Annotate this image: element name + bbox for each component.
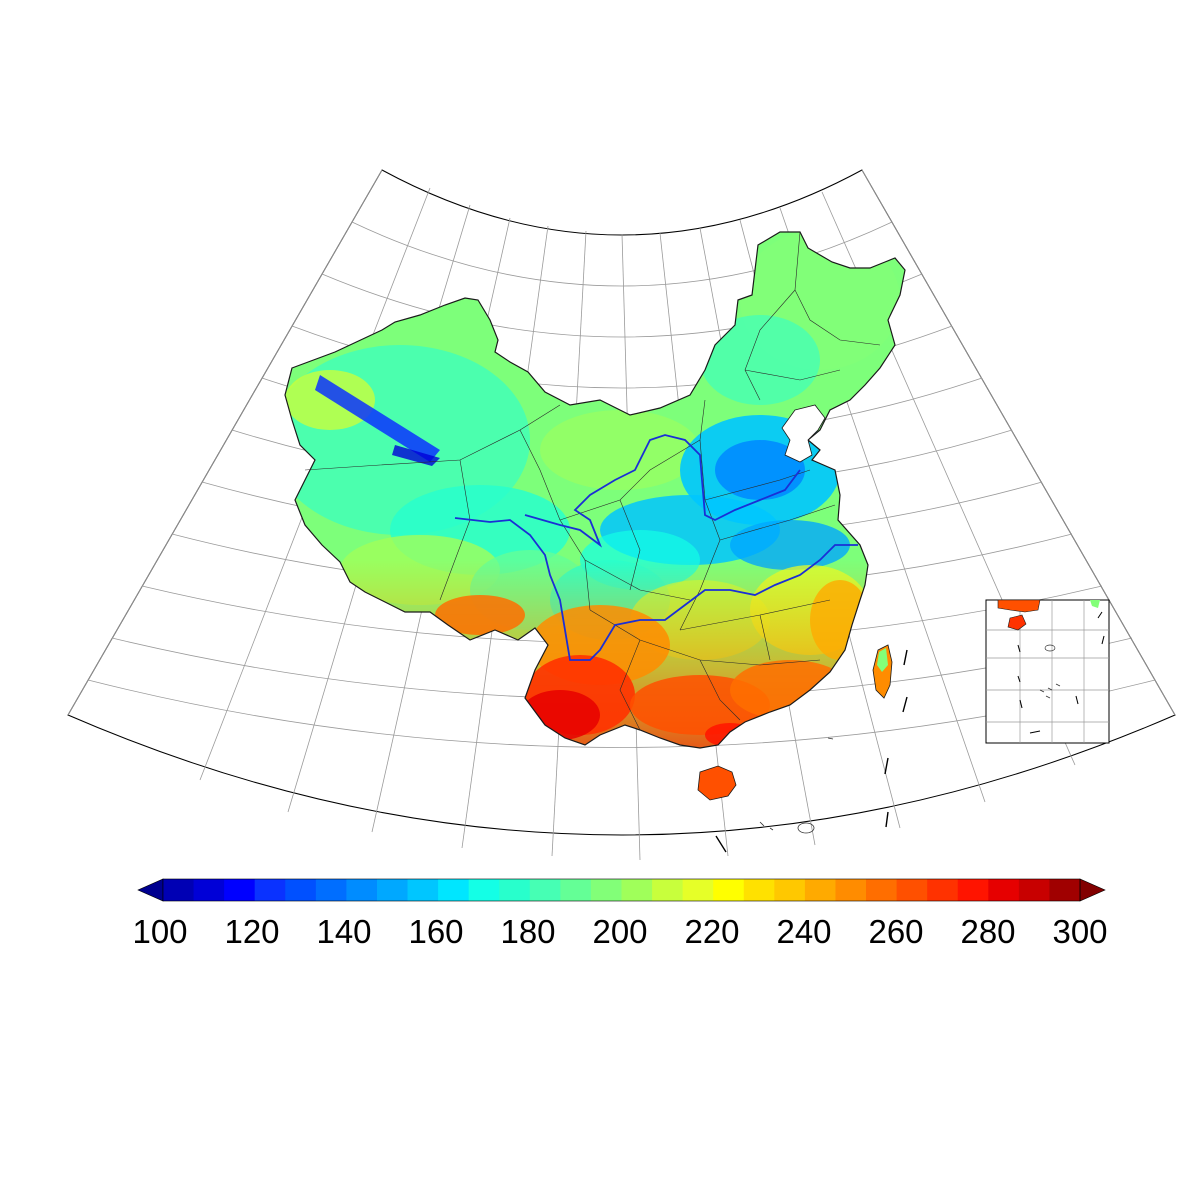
colorbar-swatch bbox=[346, 879, 378, 901]
small-islands bbox=[759, 737, 834, 834]
colorbar-swatch bbox=[866, 879, 898, 901]
colorbar-swatch bbox=[468, 879, 500, 901]
colorbar-tick-label: 300 bbox=[1052, 913, 1107, 950]
bohai-sea bbox=[781, 404, 826, 463]
colorbar-swatch bbox=[927, 879, 959, 901]
colorbar-swatch bbox=[743, 879, 775, 901]
colorbar-tick-labels: 100 120 140 160 180 200 220 240 260 280 300 bbox=[132, 913, 1107, 950]
colorbar-tick-label: 240 bbox=[776, 913, 831, 950]
colorbar-swatch bbox=[621, 879, 653, 901]
colorbar-swatch bbox=[988, 879, 1020, 901]
province-boundaries bbox=[304, 231, 881, 731]
colorbar-swatch bbox=[438, 879, 470, 901]
colorbar-swatch bbox=[560, 879, 592, 901]
colorbar-swatch bbox=[529, 879, 561, 901]
colorbar-swatch bbox=[774, 879, 806, 901]
colorbar-swatch bbox=[590, 879, 622, 901]
hainan bbox=[697, 765, 737, 801]
colorbar-swatch bbox=[835, 879, 867, 901]
colorbar-outline bbox=[162, 878, 1081, 902]
colorbar-swatch bbox=[376, 879, 409, 901]
colorbar-swatch bbox=[224, 879, 256, 901]
colorbar-tick-label: 180 bbox=[500, 913, 555, 950]
colorbar-tick-label: 220 bbox=[684, 913, 739, 950]
china-boundary bbox=[284, 231, 906, 749]
rivers bbox=[454, 434, 858, 661]
colorbar-swatch bbox=[163, 879, 195, 901]
colorbar-swatch bbox=[315, 879, 347, 901]
yangtze-river bbox=[454, 517, 858, 661]
colorbar-swatch bbox=[499, 879, 531, 901]
colorbar-swatch bbox=[407, 879, 439, 901]
colorbar bbox=[137, 878, 1106, 902]
colorbar-swatch bbox=[896, 879, 928, 901]
colorbar-swatch bbox=[804, 879, 836, 901]
colorbar-tick-label: 160 bbox=[408, 913, 463, 950]
colorbar-tick-label: 200 bbox=[592, 913, 647, 950]
colorbar-tick-label: 280 bbox=[960, 913, 1015, 950]
colorbar-swatch bbox=[1018, 879, 1050, 901]
colorbar-tick-label: 260 bbox=[868, 913, 923, 950]
taiwan bbox=[872, 644, 893, 699]
colorbar-swatch bbox=[682, 879, 714, 901]
colorbar-tick-label: 120 bbox=[224, 913, 279, 950]
colorbar-swatch bbox=[193, 879, 225, 901]
colorbar-tick-label: 100 bbox=[132, 913, 187, 950]
dash-lines bbox=[715, 649, 908, 853]
colorbar-swatch bbox=[1049, 879, 1081, 901]
colorbar-swatch bbox=[285, 879, 317, 901]
colorbar-swatch bbox=[957, 879, 989, 901]
colorbar-extend-high bbox=[1079, 878, 1106, 902]
colorbar-extend-low bbox=[137, 878, 164, 902]
colorbar-swatch bbox=[254, 879, 286, 901]
yellow-river bbox=[524, 434, 801, 548]
colorbar-swatch bbox=[713, 879, 745, 901]
colorbar-tick-label: 140 bbox=[316, 913, 371, 950]
south-china-sea-inset bbox=[985, 599, 1110, 744]
colorbar-swatch bbox=[652, 879, 684, 901]
